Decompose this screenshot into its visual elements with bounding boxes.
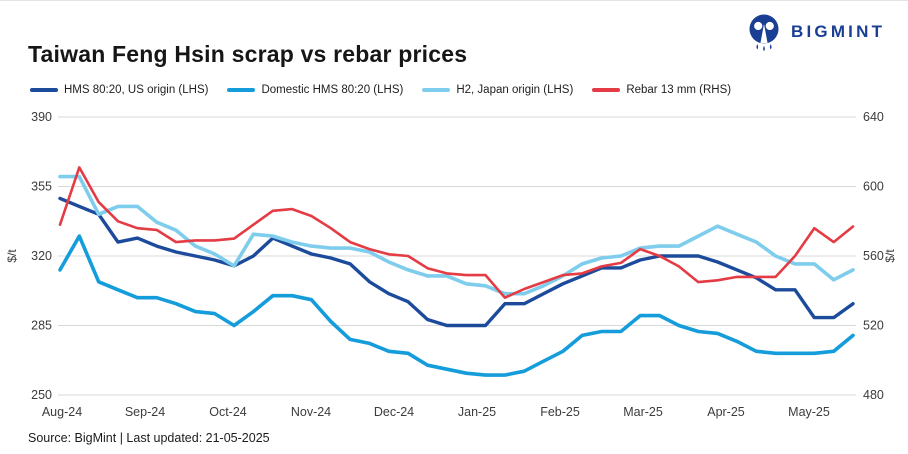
x-axis-tick: Aug-24 [42, 405, 82, 419]
x-axis-tick: Feb-25 [540, 405, 580, 419]
x-axis-tick: Sep-24 [125, 405, 165, 419]
legend-label: Rebar 13 mm (RHS) [626, 84, 732, 96]
legend-label: Domestic HMS 80:20 (LHS) [261, 84, 404, 96]
series-line-3 [58, 166, 855, 300]
y-axis-tick-right: 640 [863, 110, 884, 124]
series-line-2 [58, 174, 855, 296]
x-axis-tick: Apr-25 [707, 405, 745, 419]
x-axis-tick: Mar-25 [623, 405, 663, 419]
legend-label: H2, Japan origin (LHS) [456, 84, 574, 96]
y-axis-tick-left: 320 [31, 249, 52, 263]
legend-item-3: Rebar 13 mm (RHS) [592, 84, 731, 96]
y-axis-tick-right: 480 [863, 388, 884, 402]
bigmint-logo: BIGMINT [744, 11, 885, 53]
x-axis-tick: Dec-24 [374, 405, 414, 419]
y-axis-title-right: $/t [883, 249, 897, 263]
bigmint-logo-icon [749, 14, 779, 51]
source-note: Source: BigMint | Last updated: 21-05-20… [28, 431, 270, 445]
page-title: Taiwan Feng Hsin scrap vs rebar prices [28, 41, 468, 67]
chart-legend: HMS 80:20, US origin (LHS) Domestic HMS 8… [30, 84, 731, 96]
series-line-0 [58, 196, 855, 328]
y-axis-tick-right: 560 [863, 249, 884, 263]
x-axis-tick: May-25 [788, 405, 830, 419]
legend-label: HMS 80:20, US origin (LHS) [64, 84, 209, 96]
bigmint-logo-text: BIGMINT [791, 22, 886, 41]
legend-swatch-icon [30, 88, 58, 92]
y-axis-tick-left: 285 [31, 319, 52, 333]
x-axis-tick: Nov-24 [291, 405, 331, 419]
x-axis-tick: Oct-24 [209, 405, 247, 419]
legend-swatch-icon [592, 88, 621, 92]
legend-item-2: H2, Japan origin (LHS) [422, 84, 573, 96]
y-axis-tick-left: 250 [31, 388, 52, 402]
y-axis-tick-right: 600 [863, 180, 884, 194]
legend-swatch-icon [227, 88, 256, 92]
y-axis-tick-left: 390 [31, 110, 52, 124]
legend-item-0: HMS 80:20, US origin (LHS) [30, 84, 208, 96]
y-axis-tick-right: 520 [863, 319, 884, 333]
legend-item-1: Domestic HMS 80:20 (LHS) [227, 84, 403, 96]
y-axis-title-left: $/t [5, 249, 19, 263]
legend-swatch-icon [422, 88, 451, 92]
series-line-1 [58, 234, 855, 377]
x-axis-tick: Jan-25 [458, 405, 496, 419]
y-axis-tick-left: 355 [31, 180, 52, 194]
